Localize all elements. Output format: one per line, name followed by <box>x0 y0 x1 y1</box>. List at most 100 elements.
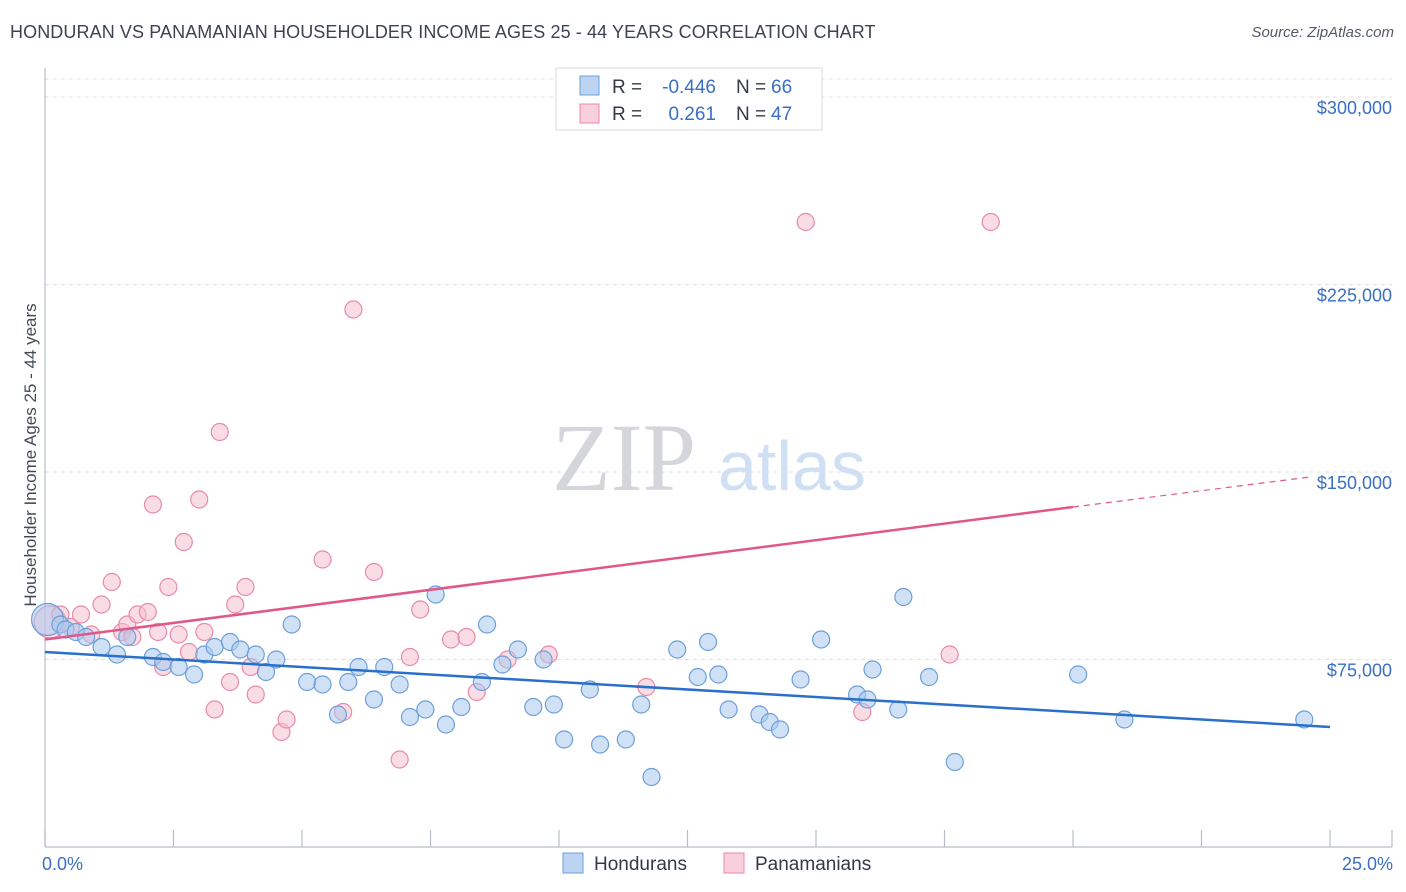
data-point <box>102 572 121 592</box>
data-point <box>205 700 224 719</box>
data-point <box>210 422 229 442</box>
y-tick-label: $225,000 <box>1317 286 1392 306</box>
data-point <box>400 647 420 667</box>
data-point <box>339 672 358 692</box>
legend-n-value-2: 47 <box>771 104 792 125</box>
data-point <box>169 657 188 677</box>
data-point <box>118 627 137 647</box>
data-point <box>441 630 461 649</box>
y-tick-label: $150,000 <box>1317 473 1392 493</box>
legend-n-value-1: 66 <box>771 77 792 98</box>
data-point <box>632 695 651 714</box>
data-point <box>524 697 543 717</box>
data-point <box>591 735 610 754</box>
data-point <box>77 627 96 647</box>
data-point <box>452 697 471 717</box>
data-point <box>92 637 111 657</box>
watermark-zip: ZIP <box>552 404 696 511</box>
data-point <box>184 665 204 684</box>
bottom-legend-hondurans: Hondurans <box>594 854 687 875</box>
watermark-atlas: atlas <box>718 427 866 505</box>
legend-swatch-hondurans <box>579 75 600 96</box>
data-point <box>174 532 193 552</box>
stats-legend: R = -0.446 N = 66 R = 0.261 N = 47 <box>555 67 823 131</box>
tick-labels: $75,000 $150,000 $225,000 $300,000 0.0% 25.0% <box>42 98 1393 874</box>
data-point <box>945 752 964 772</box>
trend-lines <box>44 476 1331 729</box>
data-point <box>698 632 718 652</box>
data-point <box>328 705 348 724</box>
data-point <box>534 650 553 669</box>
data-point <box>349 657 368 677</box>
data-point <box>508 640 527 659</box>
data-point <box>544 695 563 714</box>
data-point <box>642 767 661 787</box>
data-point <box>812 630 831 649</box>
legend-r-value-1: -0.446 <box>662 77 716 98</box>
data-point <box>981 212 1000 232</box>
series-legend: Hondurans Panamanians <box>562 852 871 875</box>
data-point <box>256 662 276 682</box>
data-point <box>282 615 301 634</box>
watermark: ZIP atlas <box>552 404 866 511</box>
data-point <box>364 562 384 582</box>
data-point <box>92 595 111 614</box>
data-point <box>267 650 286 669</box>
data-point <box>220 672 240 692</box>
data-point <box>493 655 512 674</box>
legend-swatch-panamanians <box>579 103 600 124</box>
axes <box>44 68 1393 848</box>
data-point <box>894 587 913 607</box>
data-point <box>313 675 332 694</box>
data-point <box>344 300 363 319</box>
hondurans-points <box>30 585 1314 787</box>
data-point <box>863 660 882 679</box>
data-point <box>1069 665 1088 684</box>
data-point <box>179 642 199 662</box>
data-point <box>231 640 250 659</box>
data-point <box>411 600 430 619</box>
source-label: Source: ZipAtlas.com <box>1251 24 1394 41</box>
bottom-legend-panamanians: Panamanians <box>755 854 871 875</box>
legend-n-label-1: N = <box>736 77 766 98</box>
legend-r-value-2: 0.261 <box>668 104 716 125</box>
data-point <box>688 667 707 687</box>
data-point <box>940 645 959 664</box>
x-tick-label: 25.0% <box>1342 854 1393 874</box>
data-point <box>154 652 173 672</box>
legend-n-label-2: N = <box>736 104 766 125</box>
y-tick-label: $75,000 <box>1327 661 1392 681</box>
x-tick-label: 0.0% <box>42 854 83 874</box>
data-point <box>555 730 574 749</box>
data-point <box>364 690 384 709</box>
data-point <box>1295 710 1314 729</box>
grid-lines <box>45 78 1392 660</box>
panamanians-trend-extension <box>1072 476 1311 508</box>
data-point <box>195 622 214 642</box>
data-point <box>390 675 409 694</box>
data-point <box>226 595 245 614</box>
data-point <box>616 730 635 749</box>
data-point <box>719 700 738 719</box>
data-point <box>791 670 810 689</box>
legend-r-label-1: R = <box>612 77 642 98</box>
data-point <box>770 720 790 739</box>
data-point <box>668 640 687 659</box>
data-point <box>709 665 728 684</box>
data-point <box>143 495 163 514</box>
data-point <box>889 700 908 719</box>
legend-r-label-2: R = <box>612 104 642 125</box>
data-point <box>107 645 127 664</box>
data-point <box>400 707 420 727</box>
bottom-legend-swatch-panamanians <box>723 852 745 874</box>
bottom-legend-swatch-hondurans <box>562 852 584 874</box>
data-point <box>169 625 188 644</box>
data-point <box>390 750 409 769</box>
data-point <box>159 577 178 597</box>
panamanians-trend-line <box>44 505 1074 641</box>
data-point <box>457 627 476 647</box>
data-point <box>148 622 168 642</box>
hondurans-trend-line <box>44 650 1331 729</box>
data-point <box>246 685 265 704</box>
